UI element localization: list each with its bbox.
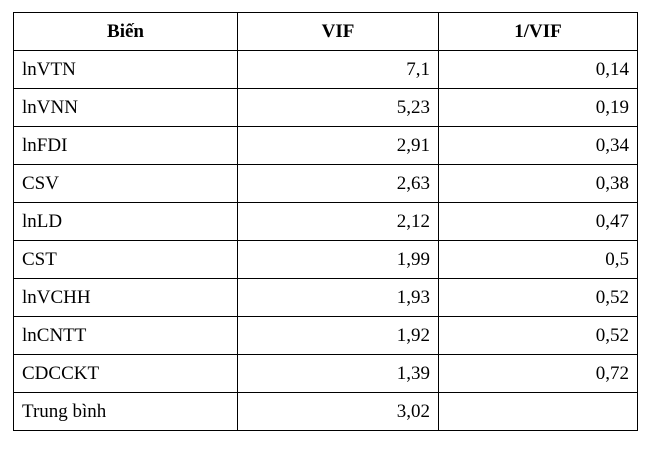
table-row: lnVTN 7,1 0,14	[13, 50, 638, 89]
table-row: Trung bình 3,02	[13, 392, 638, 431]
table-cell: CST	[13, 240, 238, 279]
table-row: lnLD 2,12 0,47	[13, 202, 638, 241]
table-cell: 3,02	[237, 392, 439, 431]
table-cell: 2,63	[237, 164, 439, 203]
table-cell: 0,47	[438, 202, 638, 241]
table-row: lnFDI 2,91 0,34	[13, 126, 638, 165]
table-cell: lnFDI	[13, 126, 238, 165]
table-cell: lnCNTT	[13, 316, 238, 355]
table-cell: Trung bình	[13, 392, 238, 431]
header-cell: 1/VIF	[438, 12, 638, 51]
table-cell: 0,14	[438, 50, 638, 89]
header-row: Biến VIF 1/VIF	[13, 12, 638, 51]
table-cell: 1,92	[237, 316, 439, 355]
table-cell: 0,52	[438, 316, 638, 355]
table-cell: 0,52	[438, 278, 638, 317]
table-cell: 1,93	[237, 278, 439, 317]
table-cell: 0,72	[438, 354, 638, 393]
table-cell: 2,91	[237, 126, 439, 165]
table-cell: lnVTN	[13, 50, 238, 89]
table-cell: lnVNN	[13, 88, 238, 127]
vif-table: Biến VIF 1/VIF lnVTN 7,1 0,14 lnVNN 5,23 0,19 ln…	[13, 12, 638, 431]
table-cell: 1,39	[237, 354, 439, 393]
table-cell: lnLD	[13, 202, 238, 241]
table-row: lnCNTT 1,92 0,52	[13, 316, 638, 355]
table-row: CST 1,99 0,5	[13, 240, 638, 279]
table-cell: 0,19	[438, 88, 638, 127]
table-cell	[438, 392, 638, 431]
table-cell: 0,5	[438, 240, 638, 279]
table-cell: 5,23	[237, 88, 439, 127]
table-cell: 0,38	[438, 164, 638, 203]
header-cell: Biến	[13, 12, 238, 51]
table-cell: 1,99	[237, 240, 439, 279]
table-row: lnVNN 5,23 0,19	[13, 88, 638, 127]
table-cell: 0,34	[438, 126, 638, 165]
table-row: lnVCHH 1,93 0,52	[13, 278, 638, 317]
table-cell: 2,12	[237, 202, 439, 241]
table-row: CSV 2,63 0,38	[13, 164, 638, 203]
table-row: CDCCKT 1,39 0,72	[13, 354, 638, 393]
table-cell: CDCCKT	[13, 354, 238, 393]
table-cell: lnVCHH	[13, 278, 238, 317]
table-cell: CSV	[13, 164, 238, 203]
table-cell: 7,1	[237, 50, 439, 89]
header-cell: VIF	[237, 12, 439, 51]
